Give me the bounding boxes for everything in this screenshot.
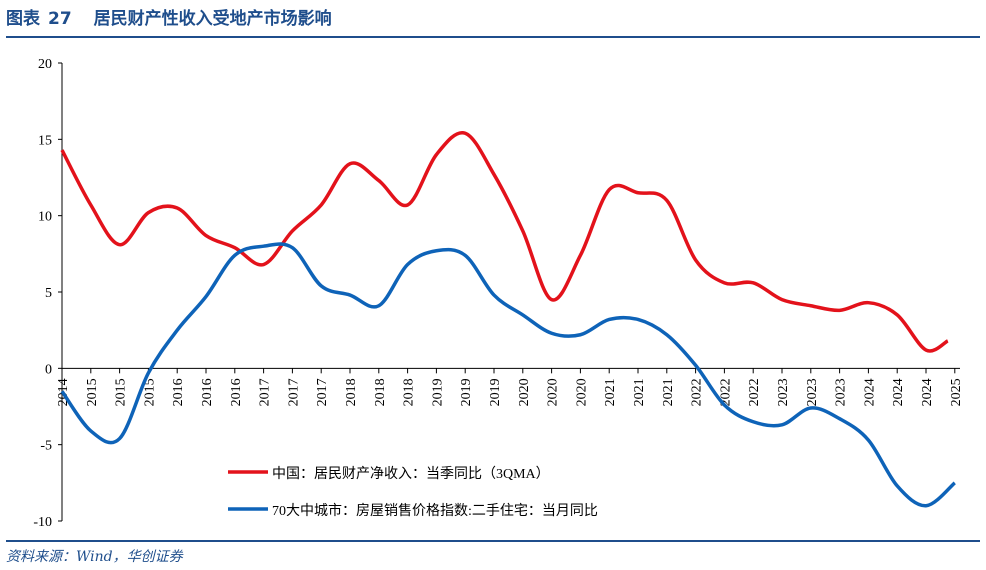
x-tick-label: 2016	[171, 378, 186, 406]
x-tick-label: 2016	[200, 378, 215, 406]
y-tick-label: -10	[33, 515, 52, 530]
x-tick-label: 2023	[834, 378, 849, 406]
x-tick-label: 2018	[402, 378, 417, 406]
figure-label: 图表	[6, 9, 40, 29]
x-tick-label: 2020	[546, 378, 561, 406]
x-tick-label: 2021	[603, 378, 618, 406]
series-line-1	[60, 130, 949, 353]
figure-number: 27	[48, 9, 72, 29]
x-tick-label: 2019	[488, 378, 503, 406]
x-tick-label: 2022	[747, 378, 762, 406]
x-tick-label: 2020	[574, 378, 589, 406]
x-tick-label: 2020	[517, 378, 532, 406]
y-tick-label: 10	[38, 210, 52, 225]
x-tick-label: 2017	[258, 378, 273, 406]
legend-label-2: 70大中城市：房屋销售价格指数:二手住宅：当月同比	[272, 502, 598, 519]
x-tick-label: 2018	[373, 378, 388, 406]
x-tick-label: 2017	[286, 378, 301, 406]
x-tick-label: 2018	[344, 378, 359, 406]
figure-title-text: 居民财产性收入受地产市场影响	[93, 9, 332, 29]
y-tick-label: 0	[45, 362, 52, 377]
x-tick-label: 2021	[632, 378, 647, 406]
x-tick-label: 2022	[718, 378, 733, 406]
x-tick-label: 2017	[315, 378, 330, 406]
title-rule	[6, 36, 980, 38]
x-tick-label: 2024	[891, 378, 906, 406]
source-note: 资料来源：Wind，华创证券	[6, 549, 183, 565]
x-tick-label: 2019	[459, 378, 474, 406]
x-tick-label: 2021	[661, 378, 676, 406]
x-tick-label: 2015	[85, 378, 100, 406]
y-tick-label: -5	[40, 439, 52, 454]
y-tick-label: 15	[38, 133, 52, 148]
x-tick-label: 2023	[776, 378, 791, 406]
x-tick-label: 2024	[862, 378, 877, 406]
x-tick-label: 2024	[920, 378, 935, 406]
x-tick-label: 2015	[142, 378, 157, 406]
x-tick-label: 2016	[229, 378, 244, 406]
legend-label-1: 中国：居民财产净收入：当季同比（3QMA）	[272, 466, 550, 482]
y-tick-label: 20	[38, 57, 52, 72]
footer-rule	[6, 540, 980, 542]
figure-title: 图表 27 居民财产性收入受地产市场影响	[6, 4, 332, 29]
x-tick-label: 2023	[805, 378, 820, 406]
series-line-2	[60, 242, 956, 508]
x-tick-label: 2015	[114, 378, 129, 406]
x-tick-label: 2022	[690, 378, 705, 406]
x-tick-label: 2025	[949, 378, 964, 406]
x-tick-label: 2019	[430, 378, 445, 406]
y-tick-label: 5	[45, 286, 52, 301]
